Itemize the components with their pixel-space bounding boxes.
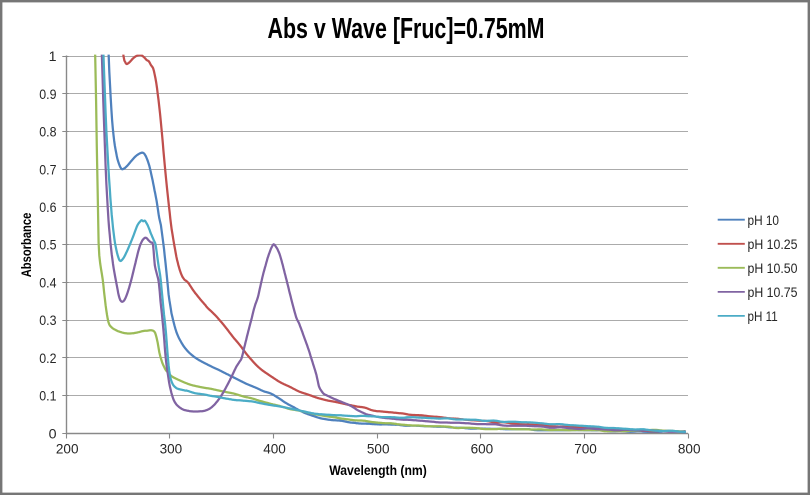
- svg-text:0.8: 0.8: [39, 125, 56, 141]
- svg-text:1: 1: [49, 49, 57, 65]
- svg-text:Abs v Wave [Fruc]=0.75mM: Abs v Wave [Fruc]=0.75mM: [268, 13, 545, 45]
- svg-text:700: 700: [574, 442, 597, 458]
- svg-text:0.6: 0.6: [39, 200, 56, 216]
- svg-text:0.3: 0.3: [39, 313, 56, 329]
- svg-text:Wavelength (nm): Wavelength (nm): [329, 463, 427, 478]
- svg-text:Absorbance: Absorbance: [19, 213, 34, 278]
- svg-text:pH 10.75: pH 10.75: [748, 285, 798, 301]
- svg-text:0.7: 0.7: [39, 162, 56, 178]
- svg-text:500: 500: [367, 442, 390, 458]
- svg-text:pH 10.50: pH 10.50: [748, 261, 798, 277]
- svg-text:800: 800: [678, 442, 701, 458]
- svg-text:0.9: 0.9: [39, 87, 56, 103]
- svg-text:0.1: 0.1: [39, 389, 56, 405]
- svg-text:pH 11: pH 11: [748, 309, 778, 325]
- svg-text:400: 400: [263, 442, 286, 458]
- svg-text:0.5: 0.5: [39, 238, 56, 254]
- svg-text:200: 200: [56, 442, 79, 458]
- svg-text:0: 0: [49, 426, 57, 442]
- svg-text:pH 10: pH 10: [748, 213, 780, 229]
- svg-text:0.4: 0.4: [39, 275, 56, 291]
- svg-text:300: 300: [160, 442, 183, 458]
- svg-text:0.2: 0.2: [39, 351, 56, 367]
- svg-text:600: 600: [471, 442, 494, 458]
- svg-text:pH 10.25: pH 10.25: [748, 237, 798, 253]
